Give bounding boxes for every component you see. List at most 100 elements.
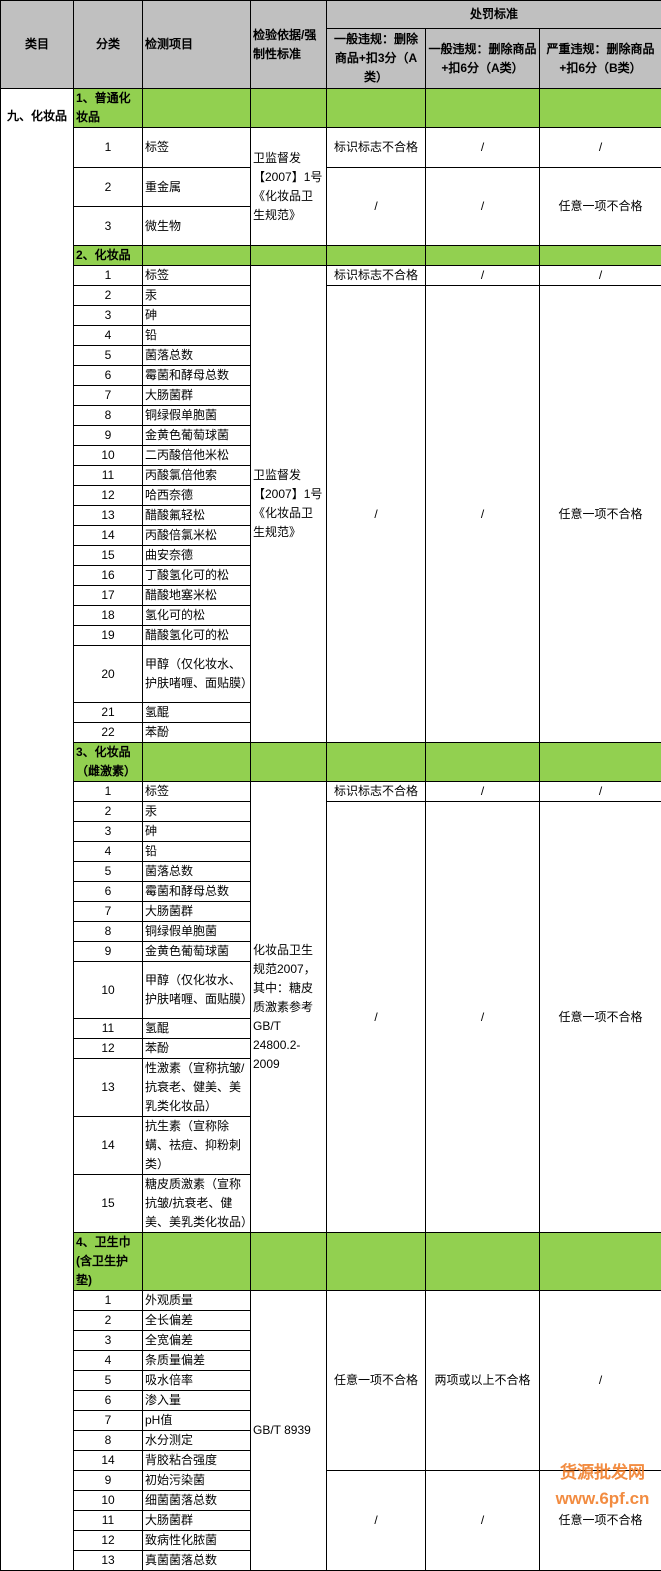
item-name: 铅	[143, 326, 251, 346]
item-number: 11	[74, 1019, 143, 1039]
item-number: 9	[74, 1471, 143, 1491]
item-name: 金黄色葡萄球菌	[143, 426, 251, 446]
item-number: 2	[74, 802, 143, 822]
item-number: 13	[74, 1551, 143, 1571]
item-name: 全长偏差	[143, 1311, 251, 1331]
penalty-1: 标识标志不合格	[327, 782, 426, 802]
item-number: 1	[74, 128, 143, 168]
item-name: 初始污染菌	[143, 1471, 251, 1491]
item-name: 汞	[143, 802, 251, 822]
header-penalty: 处罚标准	[327, 1, 661, 29]
item-number: 8	[74, 922, 143, 942]
basis-cell: 卫监督发【2007】1号《化妆品卫生规范》	[251, 128, 327, 246]
penalty-1: /	[327, 802, 426, 1233]
item-name: pH值	[143, 1411, 251, 1431]
item-number: 10	[74, 1491, 143, 1511]
item-name: 大肠菌群	[143, 902, 251, 922]
penalty-3: /	[540, 266, 661, 286]
item-name: 醋酸氢化可的松	[143, 626, 251, 646]
item-number: 18	[74, 606, 143, 626]
item-number: 3	[74, 207, 143, 246]
item-name: 标签	[143, 128, 251, 168]
item-name: 霉菌和酵母总数	[143, 366, 251, 386]
item-name: 重金属	[143, 168, 251, 207]
penalty-3: /	[540, 1291, 661, 1471]
section-empty-cell	[426, 743, 540, 782]
item-name: 霉菌和酵母总数	[143, 882, 251, 902]
item-name: 水分测定	[143, 1431, 251, 1451]
section-empty-cell	[426, 1233, 540, 1291]
item-number: 12	[74, 1039, 143, 1059]
item-number: 7	[74, 386, 143, 406]
item-number: 15	[74, 1175, 143, 1233]
penalty-1: /	[327, 1471, 426, 1571]
penalty-3: 任意一项不合格	[540, 286, 661, 743]
section-empty-cell	[540, 1233, 661, 1291]
basis-cell: 卫监督发【2007】1号《化妆品卫生规范》	[251, 266, 327, 743]
header-basis: 检验依据/强制性标准	[251, 1, 327, 89]
item-number: 16	[74, 566, 143, 586]
item-name: 二丙酸倍他米松	[143, 446, 251, 466]
item-number: 2	[74, 286, 143, 306]
header-penalty-1: 一般违规：删除商品+扣3分（A类）	[327, 29, 426, 89]
item-number: 1	[74, 266, 143, 286]
section-row: 3、化妆品（雌激素）	[1, 743, 661, 782]
penalty-2: /	[426, 782, 540, 802]
penalty-2: /	[426, 128, 540, 168]
header-item: 检测项目	[143, 1, 251, 89]
item-name: 性激素（宣称抗皱/抗衰老、健美、美乳类化妆品）	[143, 1059, 251, 1117]
item-name: 细菌菌落总数	[143, 1491, 251, 1511]
section-empty-cell	[251, 246, 327, 266]
penalty-2: /	[426, 1471, 540, 1571]
penalty-3: /	[540, 782, 661, 802]
item-name: 条质量偏差	[143, 1351, 251, 1371]
item-name: 菌落总数	[143, 862, 251, 882]
penalty-3: 任意一项不合格	[540, 802, 661, 1233]
item-name: 氢醌	[143, 703, 251, 723]
item-name: 甲醇（仅化妆水、护肤啫喱、面贴膜）	[143, 962, 251, 1019]
section-empty-cell	[540, 89, 661, 128]
item-name: 菌落总数	[143, 346, 251, 366]
item-number: 14	[74, 526, 143, 546]
section-empty-cell	[327, 743, 426, 782]
item-number: 8	[74, 1431, 143, 1451]
penalty-1: /	[327, 168, 426, 246]
basis-cell: GB/T 8939	[251, 1291, 327, 1571]
item-number: 21	[74, 703, 143, 723]
section-empty-cell	[426, 89, 540, 128]
section-title: 3、化妆品（雌激素）	[74, 743, 143, 782]
section-empty-cell	[251, 1233, 327, 1291]
item-name: 外观质量	[143, 1291, 251, 1311]
section-title: 4、卫生巾(含卫生护垫)	[74, 1233, 143, 1291]
item-number: 11	[74, 1511, 143, 1531]
header-subcategory: 分类	[74, 1, 143, 89]
item-number: 15	[74, 546, 143, 566]
item-number: 6	[74, 882, 143, 902]
section-empty-cell	[426, 246, 540, 266]
item-name: 大肠菌群	[143, 386, 251, 406]
item-number: 2	[74, 168, 143, 207]
penalty-2: /	[426, 266, 540, 286]
item-number: 4	[74, 1351, 143, 1371]
item-name: 铅	[143, 842, 251, 862]
item-name: 醋酸地塞米松	[143, 586, 251, 606]
item-number: 10	[74, 962, 143, 1019]
item-name: 金黄色葡萄球菌	[143, 942, 251, 962]
penalty-1: 任意一项不合格	[327, 1291, 426, 1471]
item-name: 砷	[143, 822, 251, 842]
section-empty-cell	[327, 246, 426, 266]
item-number: 1	[74, 1291, 143, 1311]
section-empty-cell	[327, 89, 426, 128]
item-number: 20	[74, 646, 143, 703]
section-row: 4、卫生巾(含卫生护垫)	[1, 1233, 661, 1291]
item-name: 甲醇（仅化妆水、护肤啫喱、面贴膜）	[143, 646, 251, 703]
item-name: 背胶粘合强度	[143, 1451, 251, 1471]
section-empty-cell	[251, 89, 327, 128]
